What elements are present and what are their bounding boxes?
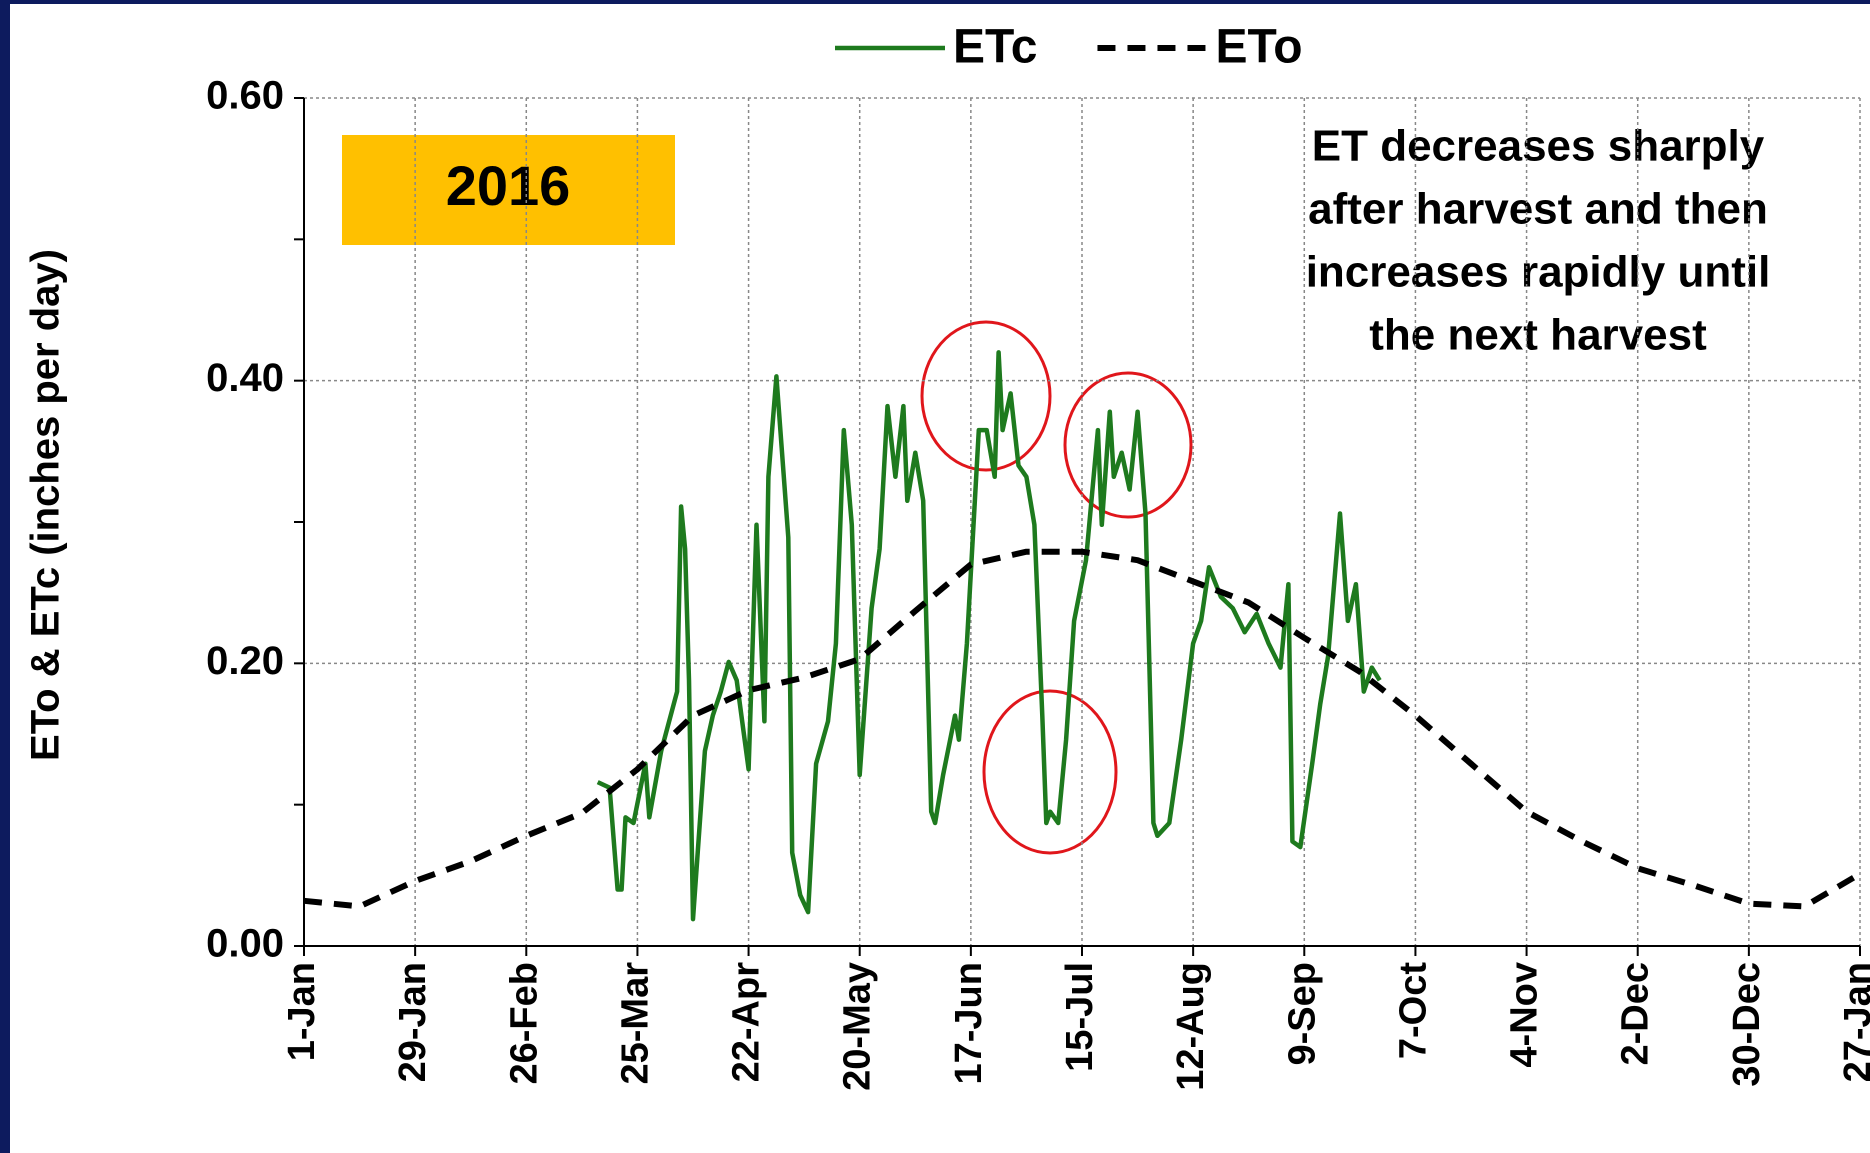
x-tick-label: 15-Jul <box>1059 962 1101 1072</box>
x-tick-label: 25-Mar <box>614 962 656 1085</box>
x-tick-label: 4-Nov <box>1504 962 1546 1068</box>
frame-left <box>0 0 10 1153</box>
legend-label: ETc <box>953 21 1037 74</box>
legend-label: ETo <box>1215 21 1302 74</box>
x-tick-label: 27-Jan <box>1837 962 1870 1082</box>
x-tick-label: 7-Oct <box>1392 962 1434 1059</box>
annotation-line: increases rapidly until <box>1306 248 1771 297</box>
y-tick-label: 0.00 <box>206 922 284 966</box>
x-tick-label: 12-Aug <box>1170 962 1212 1091</box>
annotation: ET decreases sharply after harvest and th… <box>1306 122 1771 360</box>
series-line <box>303 548 1862 910</box>
x-tick-label: 2-Dec <box>1615 962 1657 1066</box>
highlight-circle <box>920 320 1052 472</box>
x-tick-label: 30-Dec <box>1726 962 1768 1087</box>
x-tick-label: 26-Feb <box>503 962 545 1084</box>
x-tick-label: 1-Jan <box>281 962 323 1061</box>
y-tick-label: 0.40 <box>206 356 284 400</box>
x-tick-label: 29-Jan <box>392 962 434 1082</box>
year-box <box>342 135 675 245</box>
year-label: 2016 <box>446 154 571 217</box>
x-tick-label: 20-May <box>837 962 879 1091</box>
highlight-circle <box>1063 371 1193 519</box>
series-line <box>596 350 1382 922</box>
x-tick-label: 9-Sep <box>1281 962 1323 1065</box>
y-tick-label: 0.20 <box>206 639 284 683</box>
x-tick-label: 22-Apr <box>726 962 768 1083</box>
annotation-line: ET decreases sharply <box>1312 122 1765 171</box>
y-axis-label: ETo & ETc (inches per day) <box>24 249 68 761</box>
frame-top <box>0 0 1870 4</box>
annotation-line: after harvest and then <box>1308 185 1768 234</box>
annotation-line: the next harvest <box>1369 311 1707 360</box>
highlight-circle <box>982 689 1118 855</box>
y-tick-label: 0.60 <box>206 74 284 118</box>
x-tick-label: 17-Jun <box>948 962 990 1084</box>
